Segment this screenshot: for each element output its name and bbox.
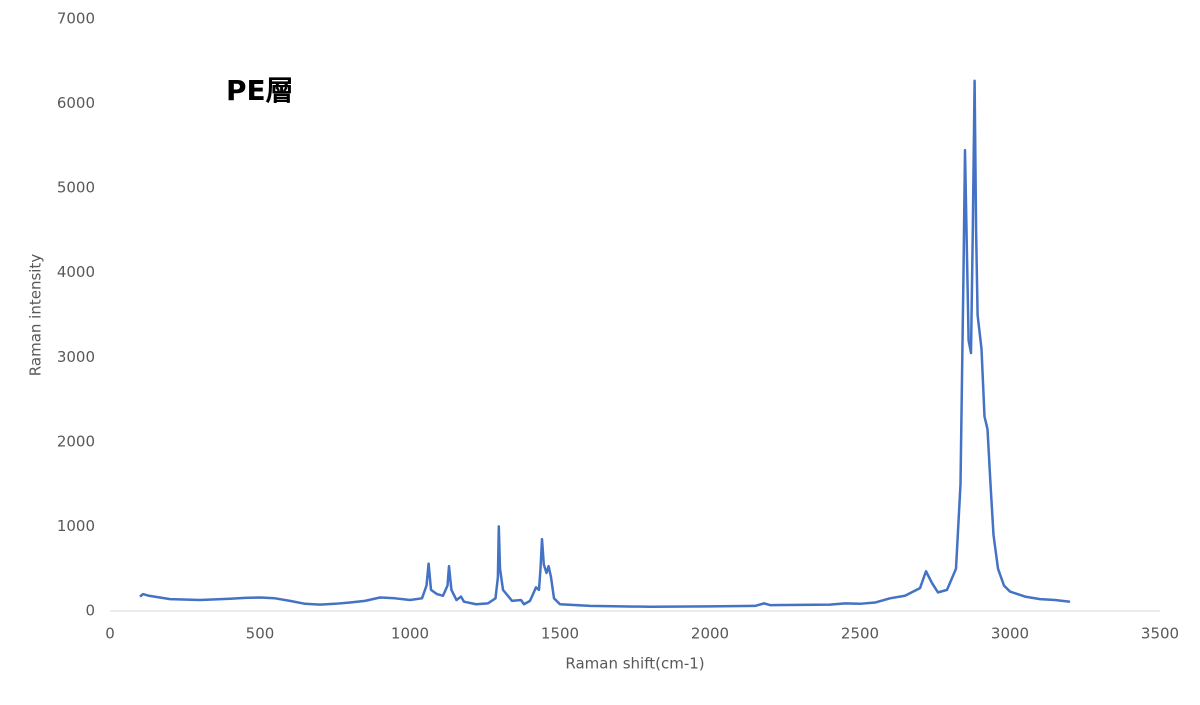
y-tick-label: 1000 — [57, 517, 95, 535]
y-tick-label: 5000 — [57, 179, 95, 197]
y-tick-label: 0 — [85, 602, 95, 620]
x-tick-label: 0 — [105, 625, 115, 643]
y-tick-label: 6000 — [57, 94, 95, 112]
y-tick-label: 2000 — [57, 432, 95, 450]
annotation: PE層 — [226, 74, 294, 107]
line — [139, 79, 1071, 609]
x-tick-label: 2000 — [691, 625, 729, 643]
x-tick-label: 3000 — [991, 625, 1029, 643]
x-tick-label: 1000 — [391, 625, 429, 643]
y-tick-label: 4000 — [57, 263, 95, 281]
y-tick-label: 7000 — [57, 10, 95, 28]
x-tick-label: 500 — [246, 625, 275, 643]
y-tick-label: 3000 — [57, 348, 95, 366]
x-tick-label: 3500 — [1141, 625, 1179, 643]
x-tick-label: 1500 — [541, 625, 579, 643]
x-axis-label: Raman shift(cm-1) — [565, 655, 704, 673]
y-axis-label: Raman intensity — [27, 254, 45, 377]
x-tick-label: 2500 — [841, 625, 879, 643]
